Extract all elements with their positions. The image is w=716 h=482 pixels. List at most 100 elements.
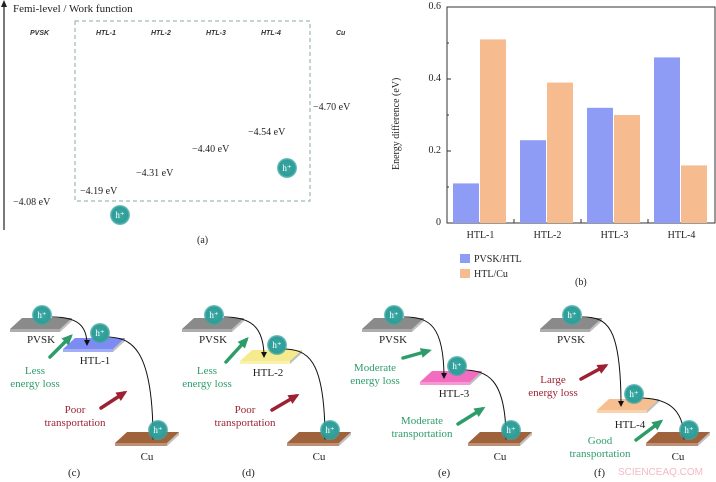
cu-label: Cu	[671, 451, 685, 463]
pvsk-plate-edge	[540, 329, 590, 332]
energy-loss-text: Less	[196, 365, 218, 377]
transport-text: transportation	[214, 417, 276, 429]
transport-text: transportation	[391, 428, 453, 440]
legend-label: PVSK/HTL	[474, 254, 522, 265]
hole-icon: h⁺	[204, 305, 224, 325]
y-tick-label: 0.4	[428, 73, 442, 84]
hole-icon: h⁺	[320, 420, 340, 440]
bar-pvsk-htl-htl-3	[587, 107, 613, 223]
transport-text: Moderate	[400, 415, 444, 427]
cu-plate-side	[167, 432, 179, 446]
htl-plate-side	[647, 399, 659, 413]
energy-loss-text: energy loss	[182, 378, 232, 390]
hole-icon: h⁺	[501, 420, 521, 440]
pvsk-plate-side	[232, 318, 244, 332]
energy-htl-1: −4.19 eV	[80, 186, 118, 197]
cu-label: Cu	[493, 451, 507, 463]
energy-pvsk: −4.08 eV	[13, 197, 51, 208]
transport-arrow-head	[473, 406, 486, 417]
cu-label: Cu	[312, 451, 326, 463]
y-tick-label: 0	[436, 217, 441, 228]
layer-label-htl-1: HTL-1	[96, 30, 116, 37]
transport-text: Good	[587, 435, 613, 447]
hole-icon: h⁺	[447, 356, 467, 376]
htl-plate-edge	[240, 361, 290, 364]
x-tick-label: HTL-1	[466, 230, 495, 241]
cu-plate-side	[698, 432, 710, 446]
hole-path-arrow	[281, 348, 328, 440]
hole-icon: h⁺	[267, 335, 287, 355]
energy-loss-text: energy loss	[10, 378, 60, 390]
axis-arrow-icon	[1, 0, 7, 7]
htl-label: HTL-1	[79, 355, 111, 367]
legend-swatch-pvsk-htl	[460, 254, 470, 263]
htl-plate	[420, 371, 482, 382]
x-tick-label: HTL-2	[533, 230, 562, 241]
hole-icon: h⁺	[32, 305, 52, 325]
bar-pvsk-htl-htl-1	[453, 183, 479, 223]
pvsk-label: PVSK	[378, 334, 408, 346]
caption-a: (a)	[197, 235, 209, 246]
transport-arrow-head	[115, 390, 128, 402]
pvsk-plate-edge	[10, 329, 60, 332]
hole-path-arrow	[223, 316, 267, 358]
htl-plate	[597, 399, 659, 410]
htl-plate-edge	[420, 382, 470, 385]
cu-label: Cu	[140, 451, 154, 463]
cu-plate-edge	[646, 443, 698, 446]
legend-label: HTL/Cu	[474, 269, 508, 280]
layer-label-htl-3: HTL-3	[206, 30, 226, 37]
htl-plate-side	[470, 371, 482, 385]
htl-plate-edge	[597, 410, 647, 413]
y-tick-label: 0.2	[428, 145, 442, 156]
caption-f: (f)	[594, 467, 605, 479]
hole-icon: h⁺	[562, 305, 582, 325]
energy-loss-arrow-head	[596, 364, 609, 374]
energy-loss-text: energy loss	[350, 375, 400, 387]
cu-plate-side	[339, 432, 351, 446]
htl-plate	[240, 350, 302, 361]
legend-htl-cu: HTL/Cu	[460, 269, 508, 280]
bar-htl-cu-htl-2	[547, 82, 573, 223]
energy-loss-text: Large	[540, 374, 566, 386]
caption-b: (b)	[575, 277, 587, 288]
hole-icon: h⁺	[679, 420, 699, 440]
x-tick-label: HTL-3	[600, 230, 629, 241]
htl-label: HTL-4	[614, 419, 646, 431]
hole-path-arrow	[51, 316, 90, 346]
energy-htl-4: −4.54 eV	[248, 127, 286, 138]
energy-loss-text: Moderate	[353, 362, 397, 374]
caption-d: (d)	[242, 467, 255, 479]
legend-swatch-htl-cu	[460, 269, 470, 278]
htl-label: HTL-2	[252, 367, 284, 379]
transport-text: Poor	[234, 404, 256, 416]
bar-htl-cu-htl-4	[681, 165, 707, 223]
pvsk-plate-edge	[362, 329, 412, 332]
energy-loss-text: energy loss	[528, 387, 578, 399]
hole-path-arrow	[104, 336, 156, 440]
htl-dashed-box	[74, 20, 311, 202]
hole-icon: h⁺	[277, 158, 297, 178]
htl-label: HTL-3	[438, 388, 470, 400]
pvsk-label: PVSK	[556, 334, 586, 346]
pvsk-plate-side	[60, 318, 72, 332]
y-tick-label: 0.6	[428, 1, 442, 12]
energy-loss-arrow-head	[419, 348, 432, 358]
energy-cu: −4.70 eV	[313, 102, 351, 113]
hole-path-arrow	[581, 316, 624, 407]
energy-loss-text: Less	[24, 365, 46, 377]
layer-label-htl-2: HTL-2	[151, 30, 171, 37]
legend-pvsk-htl: PVSK/HTL	[460, 254, 522, 265]
axis-title: Femi-level / Work function	[13, 3, 133, 15]
bar-htl-cu-htl-3	[614, 115, 640, 223]
htl-plate-side	[290, 350, 302, 364]
hole-path-arrow	[403, 316, 447, 379]
htl-plate	[63, 338, 125, 349]
cu-plate-edge	[115, 443, 167, 446]
hole-icon: h⁺	[624, 384, 644, 404]
bar-pvsk-htl-htl-2	[520, 140, 546, 223]
caption-c: (c)	[68, 467, 81, 479]
hole-icon: h⁺	[110, 205, 130, 225]
